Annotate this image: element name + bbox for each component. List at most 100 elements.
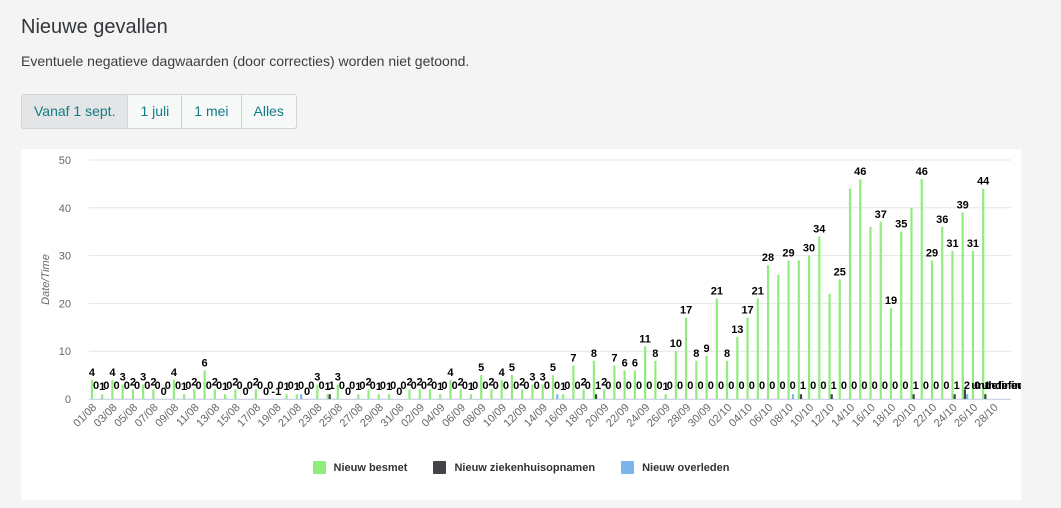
data-label-ziekenhuisopnamen: 0 <box>175 380 181 392</box>
data-label-besmet: 0 <box>345 386 351 398</box>
data-label-ziekenhuisopnamen: 0 <box>779 380 785 392</box>
tab-all[interactable]: Alles <box>253 103 284 119</box>
data-label-ziekenhuisopnamen: 0 <box>677 380 683 392</box>
data-label-ziekenhuisopnamen: 0 <box>790 380 796 392</box>
data-label-besmet: 1 <box>376 381 382 393</box>
bar-nieuw-besmet <box>725 360 729 399</box>
data-label-besmet: 0 <box>396 386 402 398</box>
bar-nieuw-besmet <box>910 207 913 399</box>
data-label-besmet: 1 <box>294 381 300 393</box>
data-label-ziekenhuisopnamen: 0 <box>472 380 478 392</box>
data-label-ziekenhuisopnamen: 0 <box>575 380 581 392</box>
bar-nieuw-besmet <box>234 389 237 399</box>
x-tick-label: 09/08 <box>153 402 181 430</box>
data-label-ziekenhuisopnamen: 0 <box>667 380 673 392</box>
bar-nieuw-besmet <box>797 260 800 399</box>
bar-nieuw-besmet <box>818 236 821 399</box>
range-tabs: Vanaf 1 sept. 1 juli 1 mei Alles <box>21 94 297 129</box>
data-label-ziekenhuisopnamen: 1 <box>954 380 960 392</box>
data-label-ziekenhuisopnamen: 0 <box>585 380 591 392</box>
legend-item-besmet[interactable]: Nieuw besmet <box>312 461 407 474</box>
bar-nieuw-besmet <box>459 389 462 399</box>
data-label-ziekenhuisopnamen: 0 <box>196 380 202 392</box>
data-label-besmet: 0 <box>161 386 167 398</box>
bar-nieuw-besmet <box>644 346 647 399</box>
data-label-ziekenhuisopnamen: 1 <box>831 380 837 392</box>
chart-legend: Nieuw besmet Nieuw ziekenhuisopnamen Nie… <box>21 461 1021 474</box>
data-label-besmet: 21 <box>711 286 723 298</box>
x-tick-label: 28/10 <box>973 402 1001 430</box>
data-label-besmet: 46 <box>916 166 928 178</box>
data-label-besmet: 39 <box>957 200 969 212</box>
data-label-ziekenhuisopnamen: 0 <box>697 380 703 392</box>
data-label-besmet: 3 <box>335 372 341 384</box>
bar-nieuw-besmet <box>961 212 964 399</box>
bar-nieuw-besmet <box>357 394 360 399</box>
bar-overleden <box>300 394 303 399</box>
data-label-ziekenhuisopnamen: 0 <box>482 380 488 392</box>
data-label-ziekenhuisopnamen: 0 <box>431 380 437 392</box>
legend-item-ziekenhuis[interactable]: Nieuw ziekenhuisopnamen <box>433 461 595 474</box>
data-label-besmet: 3 <box>540 372 546 384</box>
data-label-besmet: 1 <box>437 381 443 393</box>
data-label-besmet: 8 <box>591 348 597 360</box>
data-label-besmet: 3 <box>314 372 320 384</box>
data-label-ziekenhuisopnamen: 1 <box>595 380 601 392</box>
data-label-besmet: 1 <box>355 381 361 393</box>
data-label-ziekenhuisopnamen: 0 <box>165 380 171 392</box>
data-label-besmet: 25 <box>834 267 846 279</box>
bar-nieuw-besmet <box>224 394 227 399</box>
data-label-besmet: 2 <box>130 376 136 388</box>
bar-nieuw-besmet <box>531 384 534 399</box>
bar-nieuw-besmet <box>869 226 872 399</box>
bar-nieuw-besmet <box>439 394 442 399</box>
bar-ziekenhuisopnamen <box>953 394 956 399</box>
bar-nieuw-besmet <box>541 384 544 399</box>
bar-nieuw-besmet <box>142 384 145 399</box>
data-label-besmet: 4 <box>109 367 116 379</box>
data-label-ziekenhuisopnamen: 0 <box>718 380 724 392</box>
bar-nieuw-besmet <box>982 188 985 399</box>
bar-nieuw-besmet <box>367 389 370 399</box>
data-label-ziekenhuisopnamen: 0 <box>513 380 519 392</box>
legend-swatch-besmet <box>312 461 326 474</box>
bar-ziekenhuisopnamen <box>799 394 803 399</box>
tab-since-1-sept[interactable]: Vanaf 1 sept. <box>22 95 129 128</box>
data-label-besmet: 35 <box>895 219 907 231</box>
data-label-besmet: 2 <box>191 376 197 388</box>
bar-nieuw-besmet <box>603 389 606 399</box>
data-label-besmet: 37 <box>875 209 887 221</box>
data-label-ziekenhuisopnamen: 0 <box>534 380 540 392</box>
data-label-besmet: 1 <box>284 381 290 393</box>
legend-item-overleden[interactable]: Nieuw overleden <box>621 461 729 474</box>
data-label-ziekenhuisopnamen: 0 <box>226 380 232 392</box>
bar-nieuw-besmet <box>879 222 882 399</box>
data-label-besmet: 34 <box>813 223 826 235</box>
data-label-besmet: 2 <box>581 376 587 388</box>
data-label-ziekenhuisopnamen: 0 <box>308 380 314 392</box>
tab-1-may[interactable]: 1 mei <box>182 95 242 128</box>
data-label-besmet: 2 <box>519 376 525 388</box>
bar-nieuw-besmet <box>746 317 749 399</box>
data-label-besmet: 2 <box>458 376 464 388</box>
bar-nieuw-besmet <box>971 250 975 399</box>
data-label-besmet: 2 <box>232 376 238 388</box>
data-label-besmet: 9 <box>704 343 710 355</box>
data-label-besmet: 19 <box>885 295 897 307</box>
data-label-besmet: 2 <box>365 376 371 388</box>
y-tick-label: 20 <box>59 298 71 310</box>
bar-nieuw-besmet <box>766 265 770 399</box>
y-tick-label: 40 <box>59 203 71 215</box>
data-label-besmet: 17 <box>741 305 753 317</box>
tab-1-july[interactable]: 1 juli <box>128 95 183 128</box>
bar-nieuw-besmet <box>695 360 698 399</box>
bar-nieuw-besmet <box>838 279 841 399</box>
data-label-ziekenhuisopnamen: undefined <box>982 380 1021 392</box>
data-label-besmet: 0 <box>263 386 269 398</box>
data-label-ziekenhuisopnamen: 0 <box>882 380 888 392</box>
data-label-ziekenhuisopnamen: 0 <box>820 380 826 392</box>
bar-nieuw-besmet <box>295 394 298 399</box>
data-label-besmet: 2 <box>253 376 259 388</box>
bar-ziekenhuisopnamen <box>984 394 987 399</box>
